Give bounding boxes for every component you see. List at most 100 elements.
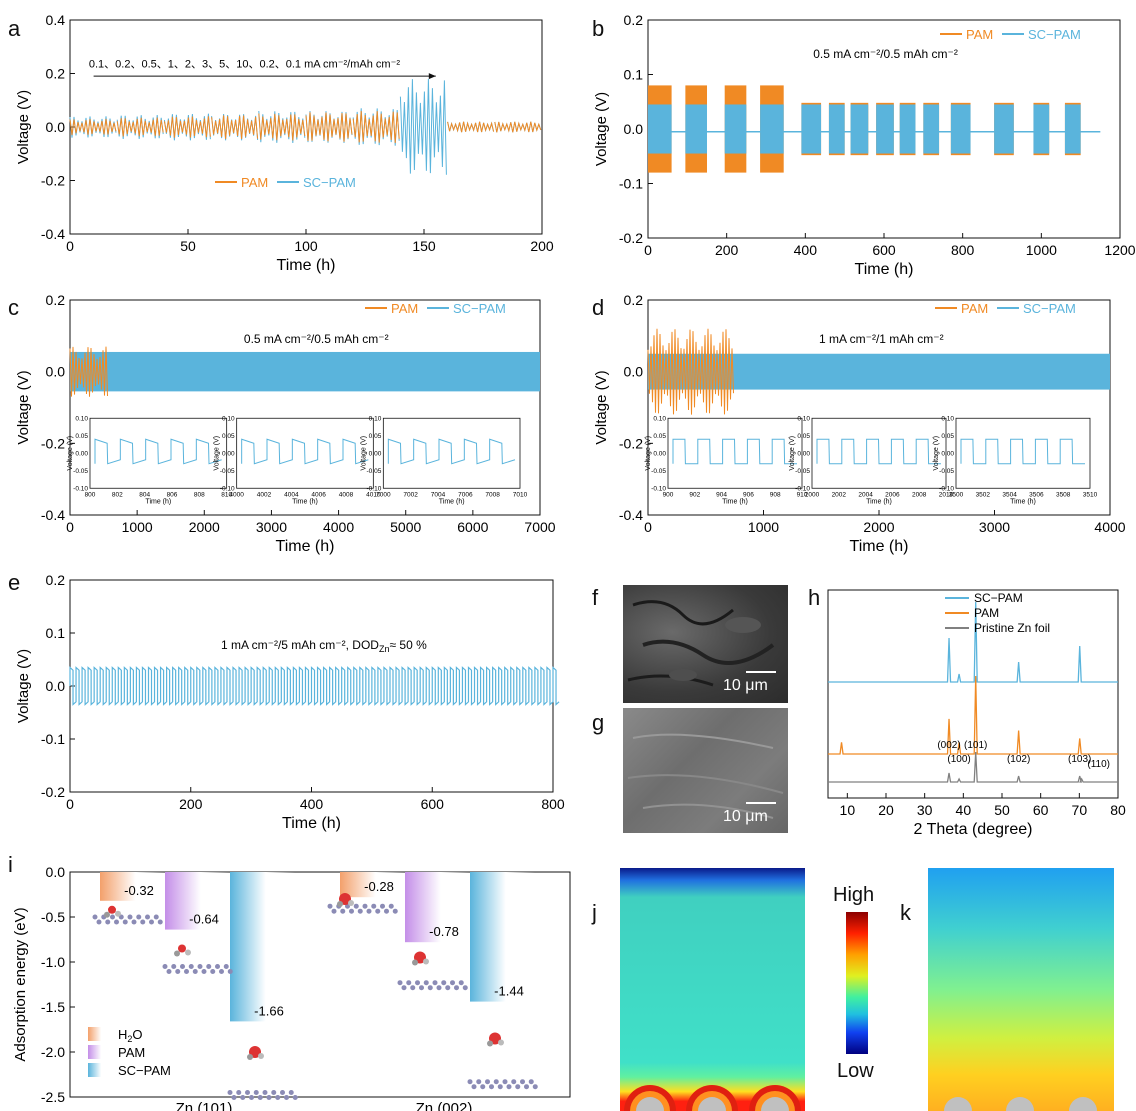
zn-atom: [476, 1079, 482, 1085]
panel-label-c: c: [8, 295, 19, 320]
legend-label: PAM: [118, 1045, 145, 1060]
zn-atom: [371, 903, 377, 909]
inset-x-tick-label: 4004: [284, 491, 299, 498]
inset-x-tick-label: 804: [139, 491, 150, 498]
inset-y-tick-label: -0.05: [651, 468, 666, 475]
legend-label-pam: PAM: [391, 301, 418, 316]
x-axis-label: Time (h): [855, 261, 914, 278]
x-tick-label: 2000: [863, 519, 894, 535]
zn-atom: [506, 1084, 512, 1090]
panel-label-j: j: [592, 900, 597, 925]
inset-x-tick-label: 808: [194, 491, 205, 498]
category-label: Zn (002): [416, 1100, 473, 1111]
zn-atom: [122, 919, 128, 925]
zn-atom: [236, 1090, 242, 1095]
chart-c-voltage: 0 1000 2000 3000 4000 5000 6000 7000 -0.4 -0.2 0.0…: [15, 292, 556, 555]
zn-atom: [210, 969, 216, 974]
bar-value-label: -1.44: [494, 984, 524, 999]
legend-label: Pristine Zn foil: [974, 621, 1050, 635]
chart-d-voltage: 0 1000 2000 3000 4000 -0.4 -0.2 0.0 0.2 Time (h) V…: [593, 292, 1126, 555]
zn-atom: [415, 980, 420, 986]
x-tick-label: 4000: [323, 519, 354, 535]
inset-x-tick-label: 806: [167, 491, 178, 498]
y-tick-label: -0.2: [41, 435, 65, 451]
series-pam-segment: [69, 118, 117, 136]
molecule-atom: [115, 910, 121, 917]
plot-frame: [827, 589, 1119, 799]
inset-x-tick-label: 2000: [805, 491, 820, 498]
legend-swatch: [88, 1045, 112, 1059]
legend-label: SC−PAM: [974, 591, 1023, 605]
series-pam-segment: [163, 116, 211, 138]
inset-x-tick-label: 4000: [229, 491, 244, 498]
series-pam-segment: [258, 113, 306, 141]
zn-atom: [436, 985, 442, 991]
legend-label-h2o: H2O: [118, 1027, 143, 1044]
inset-x-label: Time (h): [866, 498, 892, 505]
x-tick-label: 3000: [256, 519, 287, 535]
inset-x-tick-label: 802: [112, 491, 123, 498]
inset-x-label: Time (h): [145, 498, 171, 505]
inset-y-label: Voltage (V): [214, 436, 221, 471]
field-map-j-electrodes: [624, 1085, 801, 1111]
inset-2: 4000 4002 4004 4006 4008 4010 0.10 0.05 0.00 -0.0…: [214, 415, 381, 505]
peak-label: (101): [964, 740, 987, 751]
x-tick-label: 200: [530, 238, 554, 254]
y-tick-label: -0.4: [41, 226, 65, 242]
y-axis-label: Voltage (V): [593, 370, 610, 444]
bar-value-label: -0.32: [124, 883, 154, 898]
inset-x-tick-label: 902: [689, 491, 700, 498]
inset-x-tick-label: 7010: [513, 491, 528, 498]
bar-PAM: [165, 872, 230, 930]
inset-y-tick-label: 0.00: [75, 450, 88, 457]
x-axis-label: Time (h): [850, 538, 909, 555]
inset-y-label: Voltage (V): [360, 436, 367, 471]
inset-x-tick-label: 810: [221, 491, 232, 498]
molecule-atom: [348, 900, 354, 906]
y-axis-label: Voltage (V): [15, 370, 32, 444]
zn-atom: [227, 1090, 233, 1095]
inset-x-tick-label: 2004: [858, 491, 873, 498]
peak-label: (102): [1007, 754, 1030, 765]
y-tick-label: 0.2: [46, 66, 66, 82]
y-tick-label: 0.2: [624, 292, 644, 308]
zn-atom: [249, 1095, 254, 1100]
field-map-j: [620, 868, 805, 1111]
y-tick-label: -2.0: [41, 1044, 65, 1060]
zn-atom: [280, 1090, 285, 1095]
zn-atom: [201, 969, 207, 974]
zn-atom: [419, 985, 424, 991]
zn-atom: [136, 914, 142, 920]
inset-y-tick-label: 0.10: [222, 415, 235, 422]
legend-swatch: [88, 1063, 112, 1077]
x-tick-label: 0: [644, 242, 652, 258]
x-tick-label: 200: [715, 242, 739, 258]
x-axis-label: Time (h): [276, 538, 335, 555]
inset-y-tick-label: 0.10: [75, 415, 88, 422]
x-tick-label: 40: [956, 802, 972, 818]
zn-atom: [153, 914, 159, 920]
inset-x-tick-label: 3506: [1029, 491, 1044, 498]
zn-atom: [458, 980, 464, 986]
inset-x-label: Time (h): [292, 498, 318, 505]
series-scpam-block: [648, 104, 672, 154]
inset-x-label: Time (h): [722, 498, 748, 505]
x-tick-label: 50: [994, 802, 1010, 818]
y-tick-label: 0.0: [624, 121, 644, 137]
y-tick-label: 0.2: [624, 12, 644, 28]
annotation-tail: ≈ 50 %: [389, 638, 427, 652]
zn-atom: [92, 914, 98, 920]
inset-x-label: Time (h): [1010, 498, 1036, 505]
x-tick-label: 0: [66, 796, 74, 812]
series-scpam: [69, 666, 560, 706]
panel-label-f: f: [592, 585, 599, 610]
panel-label-k: k: [900, 900, 911, 925]
inset-series-scpam: [241, 438, 369, 465]
inset-x-tick-label: 906: [743, 491, 754, 498]
x-tick-label: 3000: [979, 519, 1010, 535]
annotation-rate: 1 mA cm⁻²/1 mAh cm⁻²: [819, 332, 944, 346]
zn-atom: [331, 908, 337, 914]
inset-1: 800 802 804 806 808 810 0.10 0.05 0.00 -0.05 -0.10…: [67, 415, 232, 505]
x-tick-label: 5000: [390, 519, 421, 535]
